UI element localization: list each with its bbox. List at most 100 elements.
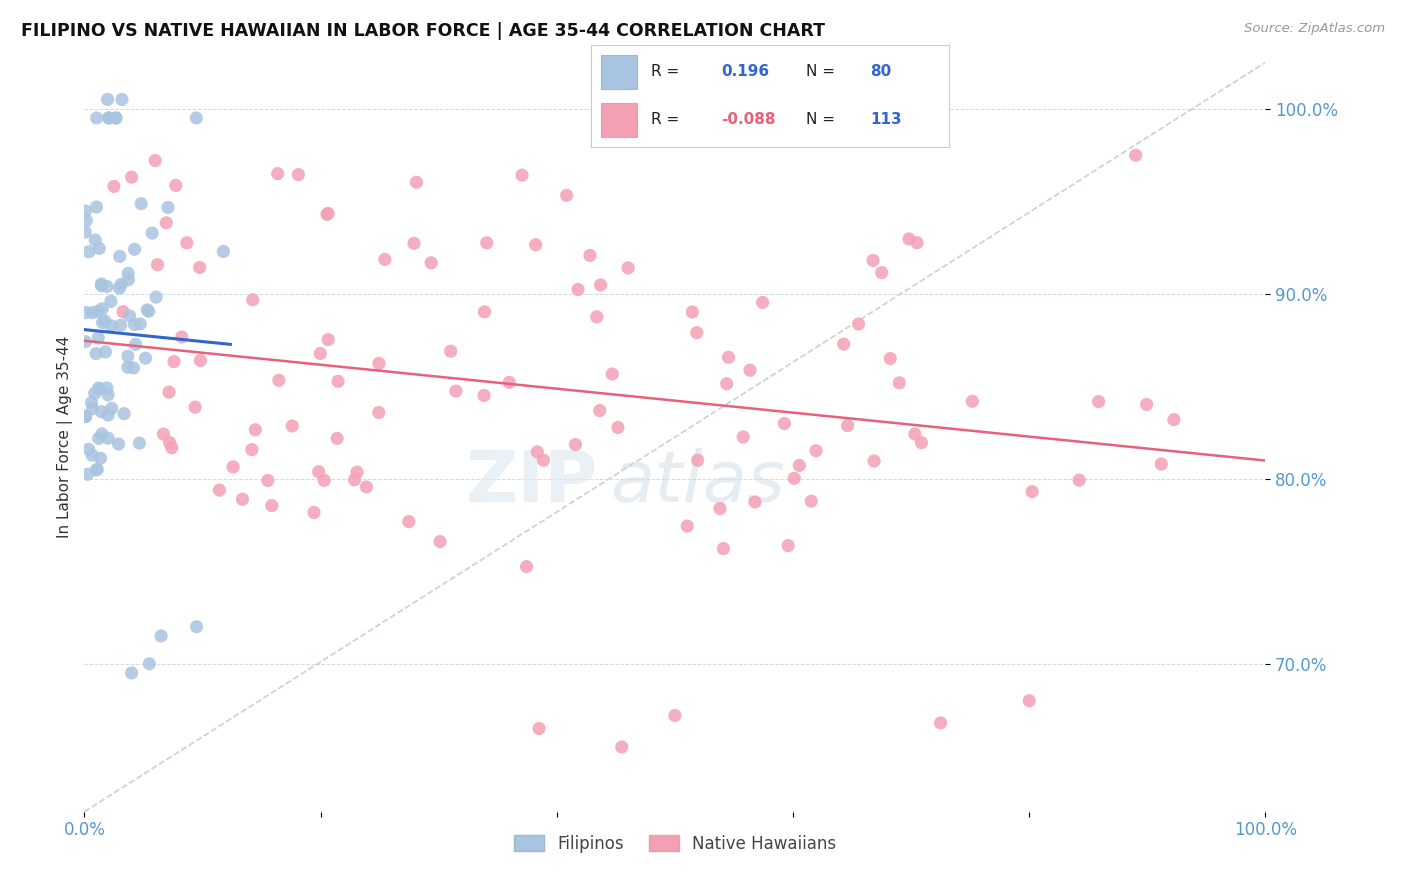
Point bbox=[889, 376, 911, 390]
Point bbox=[905, 235, 928, 250]
Point bbox=[420, 256, 443, 270]
Point bbox=[733, 430, 755, 444]
Text: 0.196: 0.196 bbox=[721, 64, 769, 79]
Point bbox=[138, 657, 160, 671]
Point bbox=[103, 179, 125, 194]
Point bbox=[287, 168, 309, 182]
Text: -0.088: -0.088 bbox=[721, 112, 776, 127]
Point bbox=[429, 534, 451, 549]
Point bbox=[610, 739, 633, 754]
Point bbox=[314, 474, 336, 488]
Point bbox=[585, 310, 607, 324]
Point bbox=[267, 167, 290, 181]
Point bbox=[343, 473, 366, 487]
Point bbox=[75, 204, 97, 219]
Point bbox=[124, 242, 146, 256]
Text: FILIPINO VS NATIVE HAWAIIAN IN LABOR FORCE | AGE 35-44 CORRELATION CHART: FILIPINO VS NATIVE HAWAIIAN IN LABOR FOR… bbox=[21, 22, 825, 40]
Point bbox=[138, 304, 160, 318]
Point bbox=[231, 492, 253, 507]
Point bbox=[75, 409, 97, 424]
Point bbox=[600, 367, 623, 381]
Point bbox=[75, 334, 97, 349]
Point bbox=[129, 196, 152, 211]
Point bbox=[837, 418, 859, 433]
Point bbox=[751, 295, 773, 310]
Point bbox=[606, 420, 628, 434]
Point bbox=[136, 302, 159, 317]
Point bbox=[716, 376, 738, 391]
Point bbox=[848, 317, 870, 331]
Point bbox=[89, 241, 111, 255]
Point bbox=[1136, 397, 1159, 411]
Point bbox=[368, 356, 391, 370]
Point bbox=[184, 400, 207, 414]
Point bbox=[910, 435, 932, 450]
Point bbox=[346, 465, 368, 479]
Point bbox=[145, 290, 167, 304]
Point bbox=[474, 305, 496, 319]
Point bbox=[589, 403, 612, 417]
Point bbox=[713, 541, 735, 556]
Point bbox=[567, 283, 589, 297]
Text: ZIP: ZIP bbox=[465, 448, 598, 516]
Point bbox=[398, 515, 420, 529]
Point bbox=[863, 454, 886, 468]
Point bbox=[1021, 484, 1043, 499]
Point bbox=[121, 170, 143, 185]
Point bbox=[108, 249, 131, 263]
Point bbox=[929, 715, 952, 730]
Point bbox=[84, 233, 107, 247]
Point bbox=[186, 111, 208, 125]
Point bbox=[135, 351, 157, 365]
Point bbox=[326, 431, 349, 445]
Point bbox=[579, 248, 602, 262]
Point bbox=[744, 495, 766, 509]
Point bbox=[267, 373, 290, 387]
Point bbox=[75, 225, 97, 239]
Point bbox=[100, 318, 122, 333]
Point bbox=[281, 419, 304, 434]
Point bbox=[87, 304, 110, 318]
Point bbox=[82, 448, 104, 462]
Point bbox=[444, 384, 467, 398]
Bar bbox=[602, 103, 637, 137]
Point bbox=[260, 499, 283, 513]
Text: Source: ZipAtlas.com: Source: ZipAtlas.com bbox=[1244, 22, 1385, 36]
Point bbox=[90, 405, 112, 419]
Point bbox=[862, 253, 884, 268]
Point bbox=[800, 494, 823, 508]
Point bbox=[316, 207, 339, 221]
Point bbox=[773, 417, 796, 431]
Point bbox=[89, 382, 111, 396]
Point bbox=[117, 349, 139, 363]
Point bbox=[75, 409, 97, 424]
Point bbox=[97, 408, 120, 422]
Point bbox=[778, 539, 800, 553]
Point bbox=[157, 385, 180, 400]
Text: N =: N = bbox=[806, 64, 839, 79]
Point bbox=[515, 559, 537, 574]
Point bbox=[94, 314, 117, 328]
Point bbox=[170, 330, 193, 344]
Point bbox=[160, 441, 183, 455]
Point bbox=[97, 92, 120, 106]
Point bbox=[87, 331, 110, 345]
Point bbox=[962, 394, 984, 409]
Point bbox=[90, 451, 112, 466]
Point bbox=[100, 401, 122, 416]
Point bbox=[510, 168, 533, 182]
Point bbox=[188, 260, 211, 275]
Point bbox=[617, 260, 640, 275]
Point bbox=[316, 206, 339, 220]
Text: R =: R = bbox=[651, 64, 685, 79]
Point bbox=[82, 401, 104, 416]
Point bbox=[555, 188, 578, 202]
Point bbox=[90, 277, 112, 291]
Point bbox=[128, 436, 150, 450]
Point bbox=[77, 244, 100, 259]
Point bbox=[1163, 412, 1185, 426]
Point bbox=[91, 301, 114, 316]
Point bbox=[664, 708, 686, 723]
Point bbox=[1087, 394, 1109, 409]
Point bbox=[86, 462, 108, 476]
